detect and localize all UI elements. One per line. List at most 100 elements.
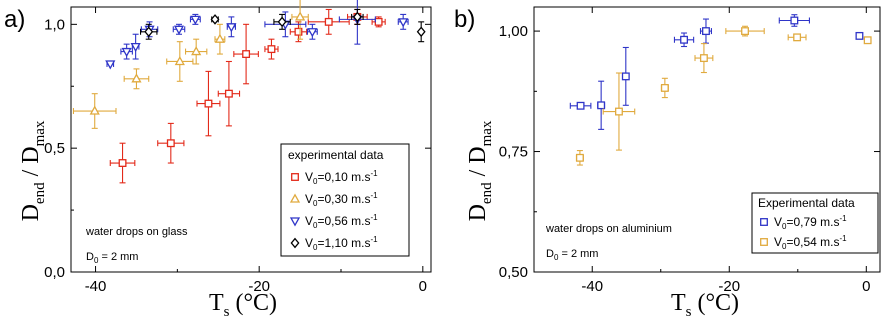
data-point [144, 26, 154, 38]
panel-a-legend-label: V0=1,10 m.s-1 [305, 235, 378, 252]
panel-b-ytick-label: 0,75 [499, 144, 528, 161]
data-point [173, 25, 185, 35]
data-point [89, 105, 100, 115]
data-point [680, 35, 688, 44]
data-point [277, 16, 287, 28]
panel-a-legend-marker [291, 173, 299, 181]
panel-b-axes-frame [533, 6, 881, 273]
data-point [660, 83, 669, 92]
data-point [863, 36, 872, 45]
panel-a-xtick-label: 0 [419, 278, 427, 295]
data-point [621, 72, 630, 81]
panel-b-legend-marker [760, 238, 768, 246]
panel-b-legend-entry: V0=0,79 m.s-1 [760, 214, 847, 231]
data-point [118, 159, 127, 167]
panel-b-series-1 [575, 25, 872, 166]
panel-a-legend-label: V0=0,10 m.s-1 [305, 169, 378, 186]
data-point [324, 17, 333, 26]
data-point [121, 47, 132, 58]
data-point [174, 55, 185, 66]
panel-b-annotation-surface: water drops on aluminium [545, 223, 672, 235]
panel-b-series-0 [569, 14, 864, 130]
panel-b: b) Dend / Dmax Ts (°C) water drops on al… [454, 6, 879, 320]
panel-a-legend-entry: V0=0,10 m.s-1 [291, 169, 378, 186]
panel-b-xtick-label: -20 [718, 278, 740, 295]
data-point [204, 99, 213, 108]
panel-b-legend-label: V0=0,54 m.s-1 [774, 234, 847, 251]
panel-a-xtick-label: -40 [85, 278, 107, 295]
panel-b-annotation-diameter: D0 = 2 mm [546, 248, 598, 262]
data-point [576, 101, 585, 110]
panel-a-legend-marker [289, 193, 301, 203]
data-point [741, 27, 749, 36]
data-point [699, 54, 708, 63]
data-point [307, 28, 318, 38]
panel-b-legend-label: V0=0,79 m.s-1 [774, 214, 847, 231]
panel-a-ylabel: Dend / Dmax [18, 120, 48, 221]
panel-a-series-2 [105, 0, 409, 70]
data-point [374, 17, 383, 26]
panel-a-series-3 [139, 8, 426, 43]
data-point [242, 50, 251, 59]
panel-a-plot-area: -40 -20 0 0,0 0,5 1,0 [44, 0, 432, 295]
data-point [790, 16, 799, 25]
panel-a: a) Dend / Dmax Ts (°C) water drops on gl… [4, 6, 410, 320]
data-point [597, 101, 606, 110]
panel-a-legend-marker [289, 217, 301, 227]
data-point [210, 14, 220, 25]
panel-a-ytick-label: 1,0 [44, 16, 65, 33]
panel-b-legend-box [751, 192, 879, 254]
panel-b-legend-entries: V0=0,79 m.s-1 V0=0,54 m.s-1 [760, 214, 847, 251]
panel-a-legend-entries: V0=0,10 m.s-1 V0=0,30 m.s-1 V0=0,56 m.s-1 V… [289, 169, 378, 252]
panel-a-ytick-label: 0,0 [44, 264, 65, 281]
data-point [166, 139, 175, 148]
data-point [615, 107, 623, 116]
panel-b-ytick-label: 1,00 [499, 23, 528, 40]
panel-b-legend-marker [760, 218, 768, 226]
panel-a-ytick-label: 0,5 [44, 140, 65, 157]
panel-a-legend-entry: V0=0,56 m.s-1 [289, 213, 378, 230]
data-point [416, 26, 426, 38]
panel-b-letter: b) [454, 6, 475, 33]
data-point [226, 23, 237, 33]
panel-a-annotation-surface: water drops on glass [85, 226, 188, 238]
data-point [267, 45, 276, 54]
data-point [105, 60, 116, 70]
panel-a-annotation-diameter: D0 = 2 mm [86, 251, 138, 265]
panel-b-plot-area: -40 -20 0 0,50 0,75 1,00 [499, 6, 881, 295]
panel-b-xtick-label: -40 [581, 278, 603, 295]
data-point [190, 15, 201, 25]
panel-a-legend-entry: V0=1,10 m.s-1 [290, 235, 378, 252]
data-point [398, 18, 409, 28]
panel-a-legend-label: V0=0,30 m.s-1 [305, 191, 378, 208]
data-point [214, 33, 226, 43]
data-point [130, 42, 141, 53]
panel-b-xtick-label: 0 [862, 278, 870, 295]
panel-a-xtick-label: -20 [248, 278, 270, 295]
data-point [855, 31, 864, 40]
panel-a-letter: a) [4, 6, 25, 33]
panel-a-legend-entry: V0=0,30 m.s-1 [289, 191, 378, 208]
panel-a-series-0 [109, 8, 386, 184]
panel-a-legend-box [280, 143, 410, 257]
data-point [131, 73, 142, 83]
panel-a-xlabel: Ts (°C) [209, 290, 277, 320]
panel-b-legend-title: Experimental data [758, 196, 855, 210]
panel-b-legend-entry: V0=0,54 m.s-1 [760, 234, 847, 251]
panel-a-series-1 [72, 0, 309, 129]
data-point [191, 46, 202, 56]
data-point [294, 27, 303, 36]
data-point [294, 11, 306, 21]
data-point [352, 11, 362, 23]
panel-a-legend-marker [290, 237, 300, 249]
panel-a-legend-label: V0=0,56 m.s-1 [305, 213, 378, 230]
data-point [793, 33, 802, 42]
panel-b-ylabel: Dend / Dmax [465, 120, 495, 221]
panel-a-legend-title: experimental data [288, 148, 384, 162]
panel-b-xlabel: Ts (°C) [671, 290, 739, 320]
data-point [575, 153, 584, 162]
data-point [224, 89, 233, 98]
panel-b-ytick-label: 0,50 [499, 264, 528, 281]
panel-a-axes-frame [70, 6, 432, 273]
